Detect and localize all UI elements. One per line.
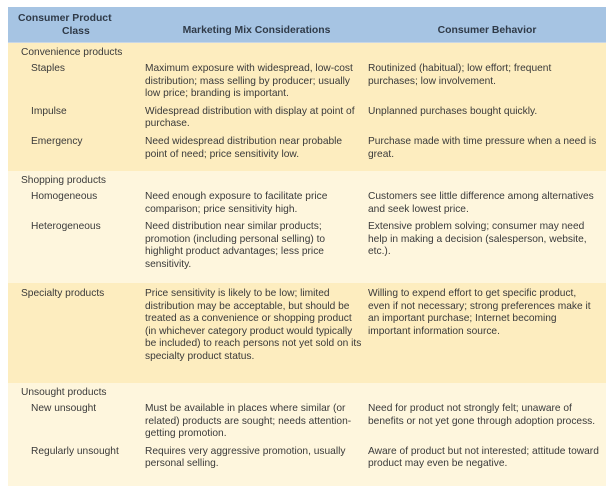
product-class: Homogeneous <box>31 191 98 202</box>
marketing-mix: Maximum exposure with widespread, low-co… <box>145 63 353 100</box>
product-class: Emergency <box>31 135 83 147</box>
table-row: Emergency Need widespread distribution n… <box>8 136 606 166</box>
consumer-behavior: Purchase made with time pressure when a … <box>368 135 597 160</box>
table-row: Specialty products Price sensitivity is … <box>8 288 606 369</box>
product-class: Regularly unsought <box>31 445 119 457</box>
section-title: Unsought products <box>21 387 107 398</box>
header-col1-line1: Consumer Product <box>18 12 112 24</box>
product-class: Staples <box>31 63 65 74</box>
consumer-behavior: Need for product not strongly felt; unaw… <box>368 403 596 427</box>
table-header: Consumer Product Class Marketing Mix Con… <box>8 7 606 43</box>
section-specialty-products: Specialty products Price sensitivity is … <box>8 283 606 383</box>
consumer-behavior: Willing to expend effort to get specific… <box>368 288 591 337</box>
table-row: Staples Maximum exposure with widespread… <box>8 63 606 106</box>
marketing-mix: Need distribution near similar products;… <box>145 221 326 270</box>
marketing-mix: Requires very aggressive promotion, usua… <box>145 445 346 470</box>
table-row: Regularly unsought Requires very aggress… <box>8 446 606 476</box>
table-row: Homogeneous Need enough exposure to faci… <box>8 191 606 221</box>
table-row: New unsought Must be available in places… <box>8 403 606 446</box>
consumer-behavior: Extensive problem solving; consumer may … <box>368 221 587 258</box>
header-consumer-behavior: Consumer Behavior <box>437 25 537 36</box>
section-convenience-products: Convenience products Staples Maximum exp… <box>8 43 606 171</box>
header-consumer-product-class: Consumer Product Class <box>8 7 145 42</box>
header-marketing-mix: Marketing Mix Considerations <box>182 25 331 36</box>
marketing-mix: Price sensitivity is likely to be low; l… <box>145 288 362 362</box>
section-shopping-products: Shopping products Homogeneous Need enoug… <box>8 171 606 283</box>
section-title: Convenience products <box>21 47 123 58</box>
product-class: Specialty products <box>21 288 105 299</box>
section-title: Shopping products <box>21 175 106 186</box>
table-row: Heterogeneous Need distribution near sim… <box>8 221 606 276</box>
product-class: Impulse <box>31 105 67 117</box>
consumer-behavior: Unplanned purchases bought quickly. <box>368 105 538 117</box>
marketing-mix: Must be available in places where simila… <box>145 403 352 440</box>
consumer-product-table: Consumer Product Class Marketing Mix Con… <box>8 7 606 486</box>
table-row: Impulse Widespread distribution with dis… <box>8 106 606 136</box>
marketing-mix: Need enough exposure to facilitate price… <box>145 191 328 215</box>
consumer-behavior: Aware of product but not interested; att… <box>368 445 599 470</box>
section-unsought-products: Unsought products New unsought Must be a… <box>8 383 606 486</box>
marketing-mix: Need widespread distribution near probab… <box>145 135 343 160</box>
marketing-mix: Widespread distribution with display at … <box>145 105 355 130</box>
consumer-behavior: Routinized (habitual); low effort; frequ… <box>368 63 552 87</box>
product-class: New unsought <box>31 403 97 414</box>
product-class: Heterogeneous <box>31 221 101 233</box>
consumer-behavior: Customers see little difference among al… <box>368 191 594 215</box>
header-col1-line2: Class <box>62 25 90 37</box>
